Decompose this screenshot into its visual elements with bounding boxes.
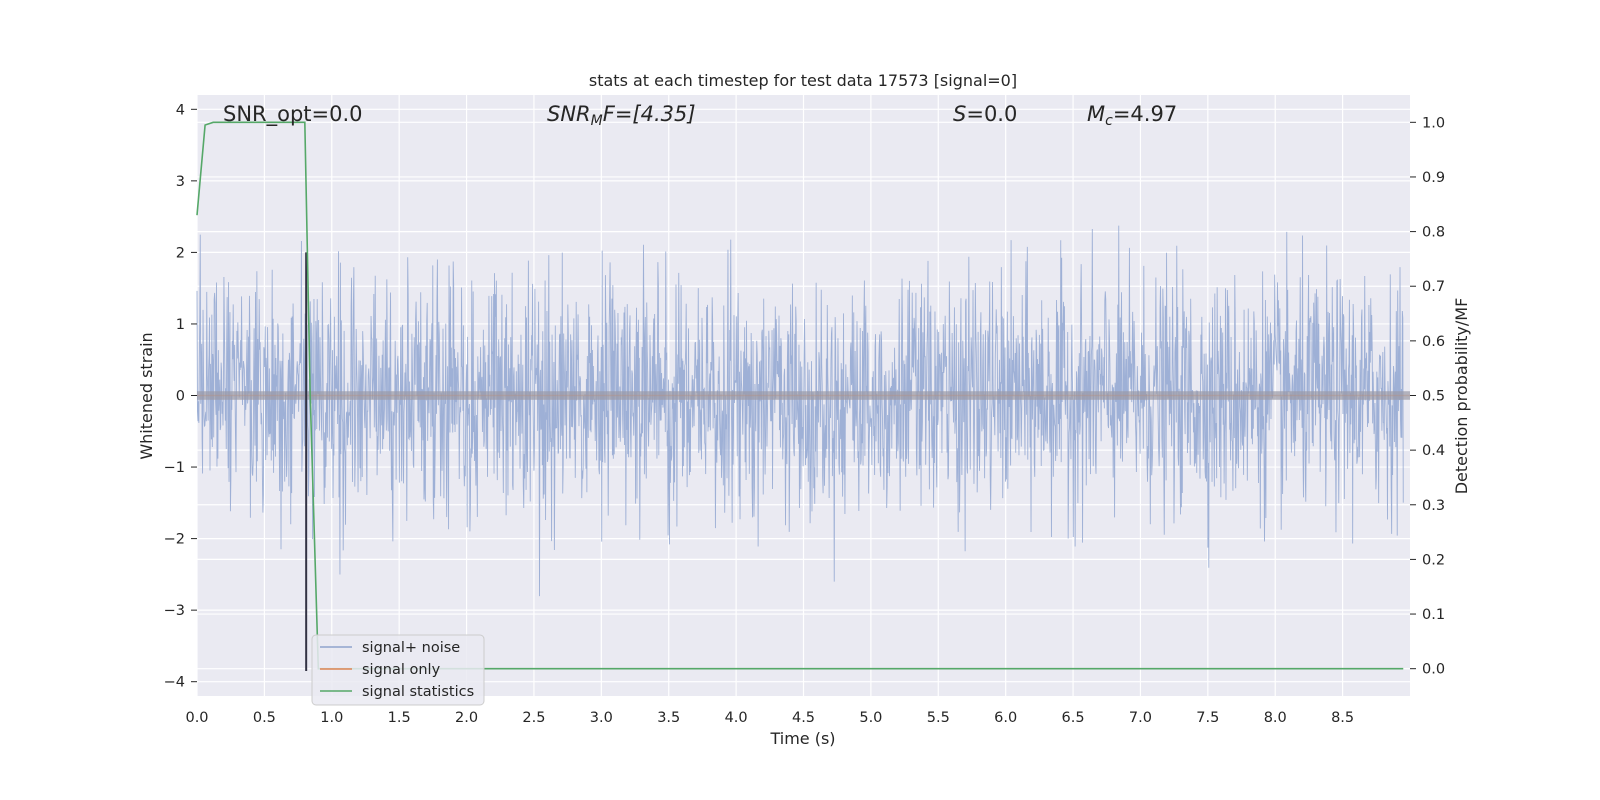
y-axis-ticks: −4 −3 −2 −1 0 1 2 3 4 [164,102,197,691]
y2-axis-ticks: 0.0 0.1 0.2 0.3 0.4 0.5 0.6 0.7 0.8 0.9 1.0 [1410,115,1445,678]
x-tick-label: 2.0 [455,710,478,726]
x-tick-label: 5.5 [927,710,950,726]
x-axis-label: Time (s) [769,729,835,748]
annotation-mc-subscript: c [1105,113,1113,129]
legend-box [311,634,485,706]
x-tick-label: 8.5 [1331,710,1354,726]
x-tick-label: 1.0 [320,710,343,726]
annotation-mc: Mc=4.97 [1087,102,1177,129]
y2-tick-label: 1.0 [1422,115,1445,131]
x-tick-label: 2.5 [522,710,545,726]
annotation-snr-opt: SNR_opt=0.0 [223,102,363,127]
annotation-snr-mf-value: F=[4.35] [603,102,696,126]
x-tick-label: 3.0 [590,710,613,726]
x-tick-label: 6.5 [1062,710,1085,726]
annotation-snr-mf: SNRMF=[4.35] [547,102,696,129]
y-tick-label: −3 [164,603,185,619]
y-tick-label: −2 [164,532,185,548]
y-tick-label: 3 [176,174,185,190]
signal-noise-line [196,225,1404,597]
annotation-mc-value: =4.97 [1113,102,1177,126]
annotation-s-symbol: S [953,102,966,126]
y2-tick-label: 0.7 [1422,279,1445,295]
x-tick-label: 4.0 [725,710,748,726]
y-tick-label: 2 [176,245,185,261]
x-tick-label: 7.5 [1196,710,1219,726]
y2-tick-label: 0.8 [1422,225,1445,241]
y-tick-label: −4 [164,675,185,691]
x-tick-label: 6.0 [994,710,1017,726]
y2-tick-label: 0.1 [1422,607,1445,623]
signal-only-band [197,391,1410,400]
chart-title: stats at each timestep for test data 175… [589,71,1017,90]
y2-tick-label: 0.3 [1422,498,1445,514]
signal-statistics-line [196,121,1404,670]
annotation-snr-mf-symbol: SNR [547,102,591,126]
annotation-snr-mf-subscript: M [591,113,603,129]
y2-tick-label: 0.5 [1422,389,1445,405]
y-tick-label: 4 [176,102,185,118]
y2-tick-label: 0.9 [1422,170,1445,186]
legend: signal+ noise signal only signal statist… [311,634,485,706]
x-tick-label: 5.0 [859,710,882,726]
annotation-mc-symbol: M [1087,102,1105,126]
legend-label-signal-noise: signal+ noise [362,640,460,656]
x-tick-label: 1.5 [388,710,411,726]
x-tick-label: 0.5 [253,710,276,726]
x-tick-label: 3.5 [657,710,680,726]
x-tick-label: 4.5 [792,710,815,726]
y2-tick-label: 0.6 [1422,334,1445,350]
annotation-s: S=0.0 [953,102,1017,126]
y-tick-label: 1 [176,317,185,333]
annotation-s-value: =0.0 [966,102,1017,126]
series-signal-only [197,391,1410,400]
x-tick-label: 8.0 [1264,710,1287,726]
y2-axis-label: Detection probability/MF [1452,298,1471,495]
y-tick-label: 0 [176,389,185,405]
legend-label-signal-only: signal only [362,662,441,678]
x-axis-ticks: 0.0 0.5 1.0 1.5 2.0 2.5 3.0 3.5 4.0 4.5 5.0 5.5 6.0 6… [185,710,1354,726]
x-tick-label: 0.0 [185,710,208,726]
y2-tick-label: 0.2 [1422,552,1445,568]
y-axis-label: Whitened strain [137,332,156,459]
series-signal-noise [196,225,1404,597]
y-tick-label: −1 [164,460,185,476]
x-tick-label: 7.0 [1129,710,1152,726]
y2-tick-label: 0.0 [1422,662,1445,678]
y2-tick-label: 0.4 [1422,443,1445,459]
legend-label-signal-statistics: signal statistics [362,684,474,700]
series-signal-statistics [196,121,1404,670]
